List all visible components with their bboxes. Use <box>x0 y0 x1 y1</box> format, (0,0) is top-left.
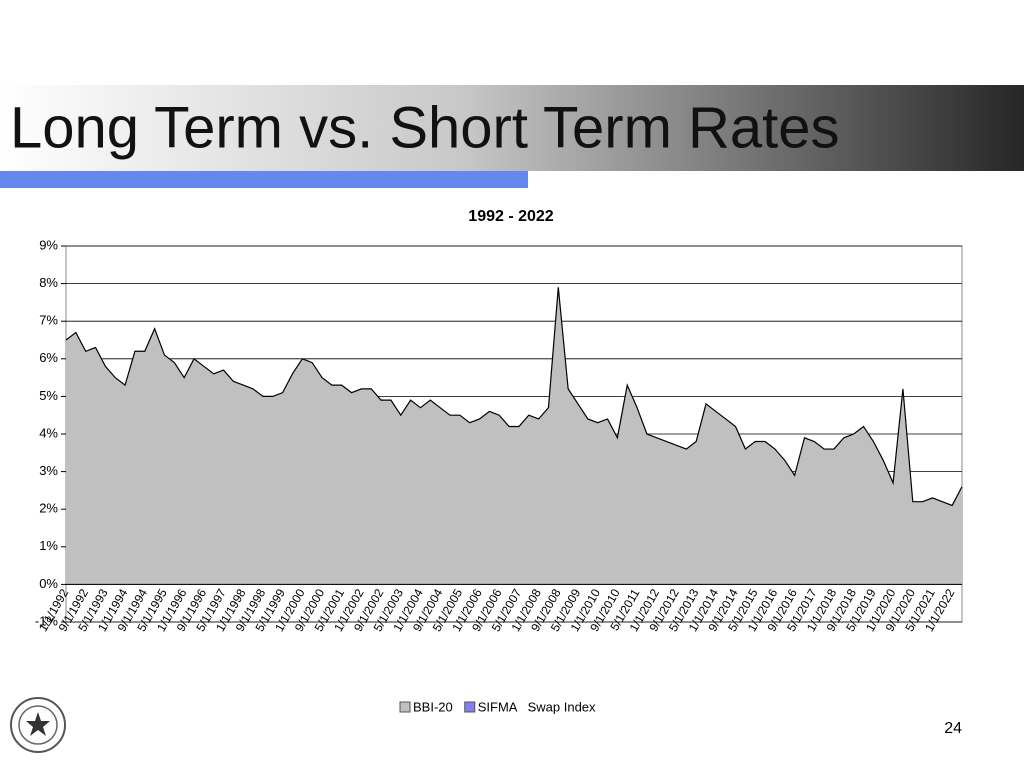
y-tick-label: 4% <box>39 425 58 440</box>
accent-bar <box>0 171 528 188</box>
area-line <box>65 287 963 507</box>
y-tick-label: 6% <box>39 350 58 365</box>
y-tick-label: 8% <box>39 275 58 290</box>
legend-swatch <box>464 701 476 713</box>
header-band <box>0 85 1024 171</box>
y-tick-label: 5% <box>39 388 58 403</box>
y-tick-label: 2% <box>39 501 58 516</box>
legend-label: BBI-20 <box>413 699 453 714</box>
y-tick-label: 9% <box>39 237 58 252</box>
y-tick-label: 0% <box>39 576 58 591</box>
chart: -1%0%1%2%3%4%5%6%7%8%9%1/1/19929/1/19925… <box>35 237 963 714</box>
y-tick-label: 1% <box>39 538 58 553</box>
slide-title: Long Term vs. Short Term Rates <box>10 95 840 160</box>
chart-title: 1992 - 2022 <box>468 208 554 225</box>
page-number: 24 <box>944 720 962 737</box>
legend-label: SIFMA Swap Index <box>478 699 596 714</box>
legend-swatch <box>399 701 411 713</box>
seal <box>10 697 66 753</box>
y-tick-label: -1% <box>35 613 59 628</box>
y-tick-label: 7% <box>39 313 58 328</box>
y-tick-label: 3% <box>39 463 58 478</box>
area <box>66 287 962 585</box>
